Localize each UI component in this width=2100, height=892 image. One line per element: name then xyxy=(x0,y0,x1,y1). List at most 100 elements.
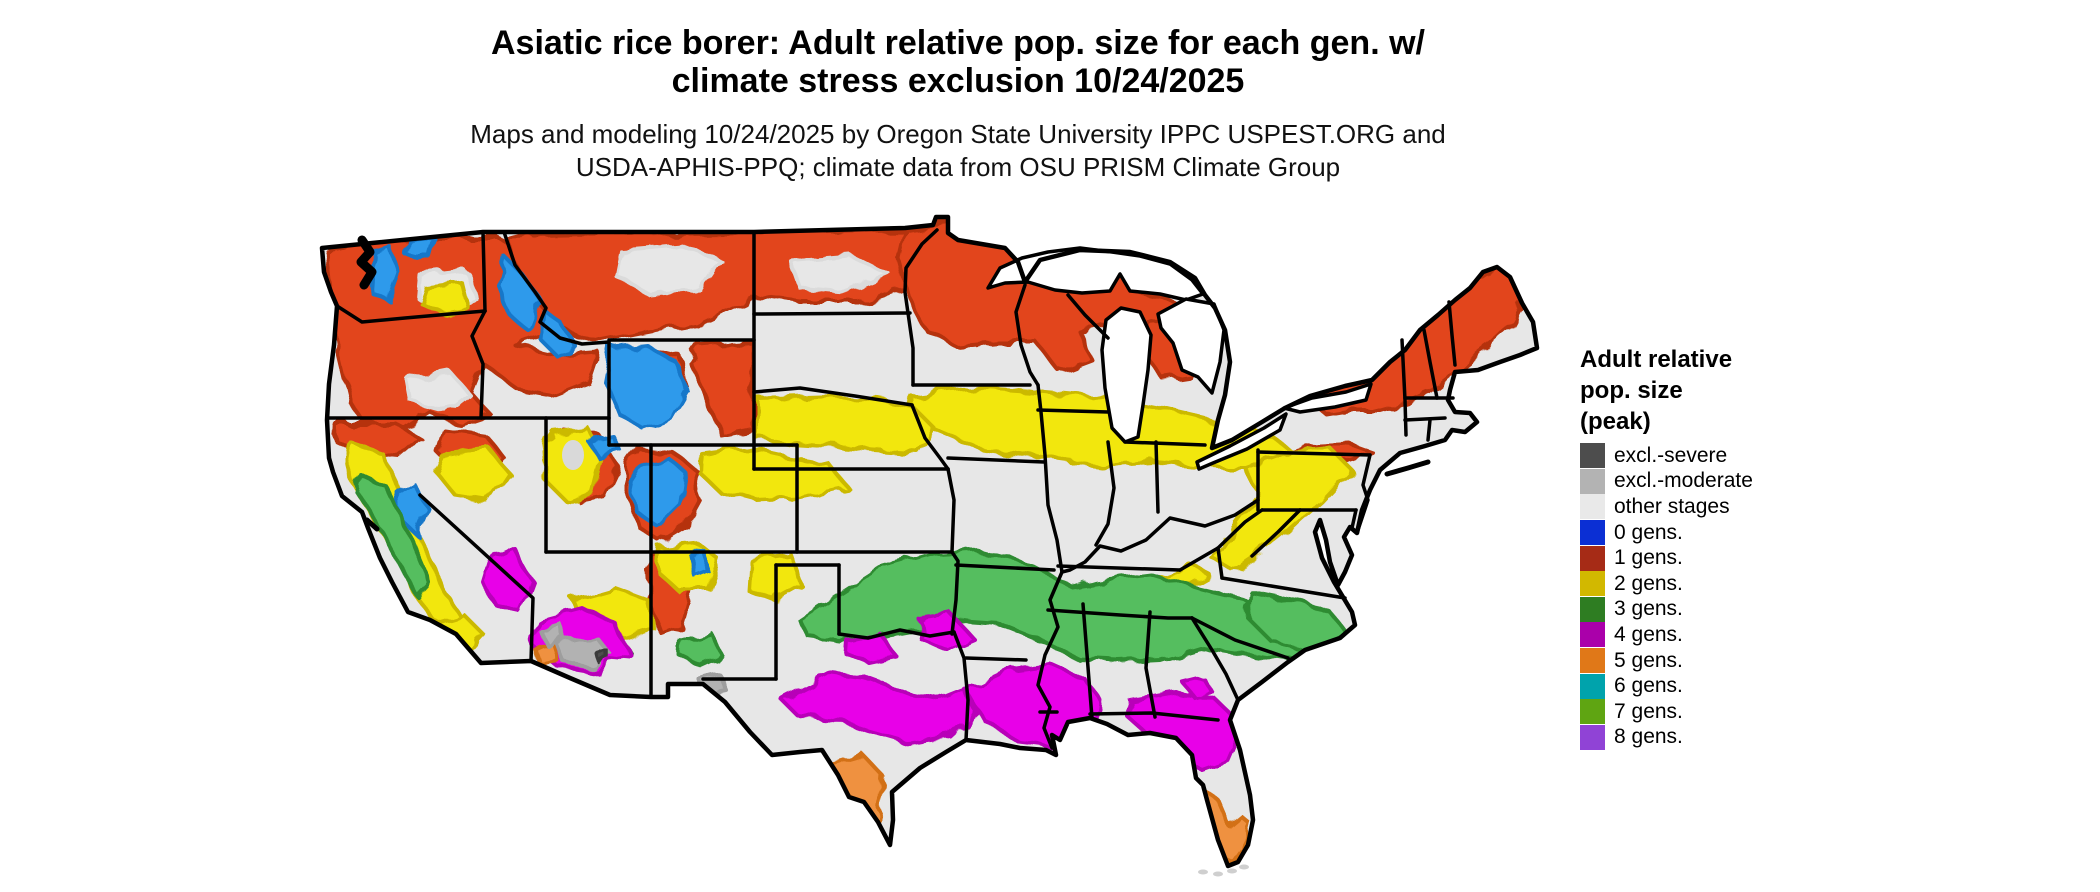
state-border xyxy=(470,309,487,420)
legend-swatch-oth xyxy=(1580,494,1605,520)
map-region-g2 xyxy=(697,445,852,504)
state-border xyxy=(1081,602,1094,720)
state-border xyxy=(1036,570,1064,750)
legend-item-g0: 0 gens. xyxy=(1580,520,1880,546)
map-region-g0 xyxy=(629,456,688,530)
legend-label-g1: 1 gens. xyxy=(1614,546,1683,570)
state-border xyxy=(1088,711,1220,722)
state-border xyxy=(1220,576,1347,600)
legend-items: excl.-severe excl.-moderate other stages 0 … xyxy=(1580,443,1880,750)
map-legend: Adult relative pop. size (peak) excl.-se… xyxy=(1580,344,1880,750)
legend-item-g2: 2 gens. xyxy=(1580,571,1880,597)
legend-label-sev: excl.-severe xyxy=(1614,443,1728,467)
legend-swatch-g5 xyxy=(1580,648,1605,674)
state-border xyxy=(1422,328,1439,400)
state-border xyxy=(946,456,1046,464)
florida-keys-dot xyxy=(1198,869,1208,875)
sf-bay-mark xyxy=(364,517,380,532)
map-subtitle-line1: Maps and modeling 10/24/2025 by Oregon S… xyxy=(470,119,1446,149)
legend-swatch-g0 xyxy=(1580,520,1605,546)
map-region-g2 xyxy=(434,445,510,504)
legend-label-g5: 5 gens. xyxy=(1614,648,1683,672)
state-border xyxy=(1014,283,1040,387)
state-border xyxy=(1403,416,1447,422)
state-border xyxy=(1190,616,1240,702)
state-border xyxy=(1036,408,1110,414)
state-border xyxy=(752,386,914,407)
state-border xyxy=(1447,300,1457,367)
state-border xyxy=(502,230,611,346)
legend-swatch-g7 xyxy=(1580,699,1605,725)
legend-title: Adult relative pop. size (peak) xyxy=(1580,344,1880,437)
map-title-line1: Asiatic rice borer: Adult relative pop. … xyxy=(491,24,1425,62)
map-region-g3 xyxy=(355,473,433,600)
legend-swatch-g6 xyxy=(1580,673,1605,699)
state-border xyxy=(1123,440,1207,447)
map-region-g0 xyxy=(369,245,400,302)
map-region-oth xyxy=(613,243,722,297)
great-salt-lake xyxy=(562,440,584,470)
legend-label-g0: 0 gens. xyxy=(1614,520,1683,544)
state-border xyxy=(903,228,939,387)
legend-item-g8: 8 gens. xyxy=(1580,724,1880,751)
legend-label-g2: 2 gens. xyxy=(1614,571,1683,595)
map-region-g3 xyxy=(677,630,724,667)
map-region-oth xyxy=(788,253,892,294)
map-region-g4 xyxy=(780,673,978,745)
legend-swatch-g2 xyxy=(1580,571,1605,597)
legend-item-g7: 7 gens. xyxy=(1580,699,1880,725)
legend-title-line2: pop. size xyxy=(1580,377,1683,404)
map-region-g2 xyxy=(419,281,470,315)
state-border xyxy=(1178,508,1264,572)
legend-swatch-g8 xyxy=(1580,724,1605,750)
legend-label-g6: 6 gens. xyxy=(1614,674,1683,698)
state-border xyxy=(1216,546,1224,580)
legend-item-mod: excl.-moderate xyxy=(1580,468,1880,495)
map-subtitle: Maps and modeling 10/24/2025 by Oregon S… xyxy=(470,118,1446,184)
florida-keys-dot xyxy=(1227,868,1237,874)
legend-swatch-g1 xyxy=(1580,545,1605,571)
great-lake-3 xyxy=(1156,297,1226,395)
state-border xyxy=(1094,440,1116,547)
state-border xyxy=(1190,616,1290,660)
us-outline xyxy=(319,214,1540,869)
state-border xyxy=(837,628,956,640)
state-border xyxy=(418,493,535,663)
map-region-g0 xyxy=(539,308,577,360)
legend-swatch-g3 xyxy=(1580,596,1605,622)
map-subtitle-line2: USDA-APHIS-PPQ; climate data from OSU PR… xyxy=(575,152,1341,182)
legend-label-g7: 7 gens. xyxy=(1614,699,1683,723)
legend-label-mod: excl.-moderate xyxy=(1614,469,1753,493)
state-border xyxy=(481,230,487,313)
legend-label-g3: 3 gens. xyxy=(1614,597,1683,621)
state-border xyxy=(1350,508,1358,530)
map-region-g0 xyxy=(587,435,623,460)
legend-item-g1: 1 gens. xyxy=(1580,545,1880,571)
state-border xyxy=(1256,450,1372,457)
florida-keys-dot xyxy=(1239,864,1249,870)
legend-swatch-mod xyxy=(1580,468,1605,494)
legend-swatch-sev xyxy=(1580,443,1605,469)
state-border xyxy=(950,550,960,636)
legend-item-g3: 3 gens. xyxy=(1580,596,1880,623)
map-region-g4 xyxy=(1183,678,1215,700)
state-border xyxy=(946,467,956,554)
puget-sound-mark xyxy=(356,235,377,290)
legend-title-line3: (peak) xyxy=(1580,408,1651,435)
state-border xyxy=(952,630,970,742)
map-region-oth xyxy=(406,370,472,414)
great-lake-5 xyxy=(1282,382,1373,414)
state-border xyxy=(1426,418,1432,442)
state-border xyxy=(1036,383,1064,574)
state-border xyxy=(1154,440,1160,514)
state-border xyxy=(1066,293,1110,340)
state-border xyxy=(1144,610,1157,719)
state-border xyxy=(335,304,487,324)
legend-label-oth: other stages xyxy=(1614,494,1730,518)
great-lake-2 xyxy=(1100,306,1153,444)
state-border xyxy=(1250,508,1302,558)
florida-keys-dot xyxy=(1213,871,1223,877)
state-border xyxy=(910,403,950,471)
